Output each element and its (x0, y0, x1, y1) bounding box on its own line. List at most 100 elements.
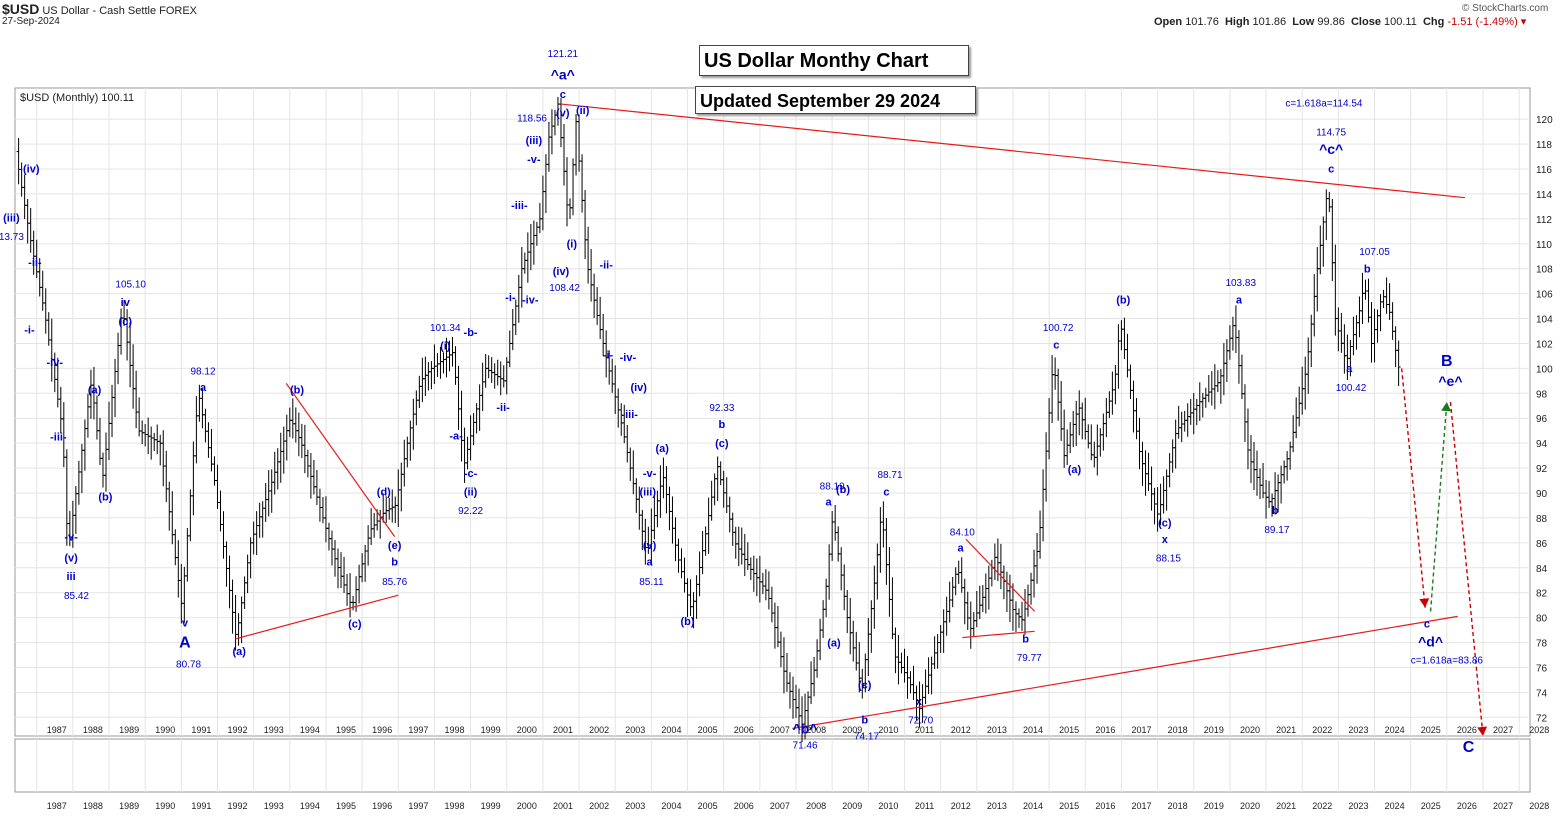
x-tick-label-lower: 2006 (734, 801, 754, 811)
wave-label: -b- (464, 327, 478, 339)
wave-label: B (1441, 353, 1453, 370)
low-label: Low (1292, 16, 1315, 28)
projection-arrowhead (1441, 402, 1452, 412)
x-tick-label-lower: 2014 (1023, 801, 1043, 811)
x-tick-label-lower: 1992 (228, 801, 248, 811)
wave-label: 101.34 (430, 323, 461, 334)
wave-label: x (916, 696, 923, 708)
wave-label: 85.11 (639, 577, 664, 588)
wave-label: 88.15 (1156, 554, 1181, 565)
wave-label: (c) (1158, 518, 1172, 530)
x-tick-label: 1998 (444, 725, 464, 735)
symbol: $USD (2, 1, 40, 17)
grid-lines (15, 88, 1530, 792)
chg-label: Chg (1422, 16, 1445, 28)
wave-label: (iv) (23, 164, 40, 176)
x-tick-label: 2008 (806, 725, 826, 735)
x-tick-label: 2003 (625, 725, 645, 735)
wave-label: -iii- (50, 432, 67, 444)
x-tick-label-lower: 2026 (1457, 801, 1477, 811)
wave-label: 108.42 (549, 283, 580, 294)
x-tick-label-lower: 2000 (517, 801, 537, 811)
x-tick-label: 2017 (1131, 725, 1151, 735)
wave-label: a (1346, 363, 1353, 375)
x-tick-label-lower: 2005 (698, 801, 718, 811)
x-tick-label-lower: 2011 (915, 801, 934, 811)
wave-label: (iii) (640, 486, 657, 498)
x-tick-label: 2022 (1312, 725, 1332, 735)
x-tick-label-lower: 1996 (372, 801, 392, 811)
x-tick-label-lower: 2023 (1348, 801, 1368, 811)
y-tick-label: 104 (1536, 315, 1553, 326)
wave-label: c (1053, 339, 1059, 351)
wave-label: C (1463, 739, 1475, 756)
wave-label: 71.46 (793, 740, 818, 751)
wave-label: 74.17 (854, 732, 879, 743)
x-tick-label-lower: 2012 (951, 801, 971, 811)
wave-label: 92.33 (709, 403, 734, 414)
x-tick-label-lower: 2001 (553, 801, 573, 811)
x-tick-label-lower: 1995 (336, 801, 356, 811)
wave-label: (ii) (576, 105, 590, 117)
wave-label: ^a^ (551, 66, 575, 82)
wave-label: -i- (603, 349, 614, 361)
y-tick-label: 108 (1536, 265, 1553, 276)
ohlc-readout: Open 101.76 High 101.86 Low 99.86 Close … (1154, 15, 1526, 28)
x-tick-label: 1993 (264, 725, 284, 735)
x-tick-label-lower: 2025 (1421, 801, 1441, 811)
symbol-heading: $USD US Dollar - Cash Settle FOREX (2, 1, 197, 17)
x-tick-label: 1987 (47, 725, 67, 735)
wave-label: a (1236, 295, 1243, 307)
down-triangle-icon: ▾ (1517, 16, 1527, 28)
x-tick-label-lower: 2002 (589, 801, 609, 811)
x-tick-label: 2014 (1023, 725, 1043, 735)
x-tick-label-lower: 2009 (842, 801, 862, 811)
wave-label: -iv- (522, 295, 539, 307)
x-tick-label: 1994 (300, 725, 320, 735)
x-tick-label-lower: 1994 (300, 801, 320, 811)
low-value: 99.86 (1317, 16, 1345, 28)
wave-label: 100.42 (1336, 383, 1367, 394)
wave-label: 85.76 (382, 577, 407, 588)
wave-label: -iv- (47, 357, 64, 369)
wave-label: (a) (655, 443, 669, 455)
wave-label: 103.83 (1225, 278, 1256, 289)
stockcharts-credit: © StockCharts.com (1462, 3, 1549, 14)
y-tick-label: 96 (1536, 414, 1548, 425)
trendlines (235, 103, 1465, 730)
chg-value: -1.51 (-1.49%) (1447, 16, 1518, 28)
wave-label: a (957, 543, 964, 555)
x-tick-label: 2028 (1529, 725, 1549, 735)
x-tick-label-lower: 1991 (191, 801, 211, 811)
wave-label: c (1424, 619, 1430, 631)
wave-label: -iii- (621, 409, 638, 421)
x-tick-label: 2013 (987, 725, 1007, 735)
x-tick-label: 2020 (1240, 725, 1260, 735)
x-tick-label: 2015 (1059, 725, 1079, 735)
lower-panel (14, 738, 1531, 793)
y-tick-label: 106 (1536, 290, 1553, 301)
y-tick-label: 112 (1536, 215, 1552, 226)
wave-label: (b) (681, 616, 695, 628)
x-tick-label-lower: 1987 (47, 801, 67, 811)
x-tick-label: 2002 (589, 725, 609, 735)
high-value: 101.86 (1252, 16, 1287, 28)
trendline (560, 103, 1465, 199)
open-label: Open (1154, 16, 1183, 28)
x-tick-label: 1992 (228, 725, 248, 735)
wave-label: 80.78 (176, 659, 201, 670)
wave-label: 85.42 (64, 591, 89, 602)
symbol-description: US Dollar - Cash Settle FOREX (42, 5, 198, 17)
wave-label: ^e^ (1438, 373, 1462, 389)
open-value: 101.76 (1185, 16, 1219, 28)
x-tick-label-lower: 2008 (806, 801, 826, 811)
x-tick-label-lower: 2013 (987, 801, 1007, 811)
wave-label: (b) (836, 484, 850, 496)
y-tick-label: 74 (1536, 688, 1548, 699)
x-tick-label-lower: 1988 (83, 801, 103, 811)
wave-label: -a- (449, 430, 463, 442)
chart-legend: $USD (Monthly) 100.11 (20, 92, 134, 104)
wave-label: (d) (377, 486, 391, 498)
y-tick-label: 78 (1536, 639, 1548, 650)
y-tick-label: 110 (1536, 240, 1552, 251)
